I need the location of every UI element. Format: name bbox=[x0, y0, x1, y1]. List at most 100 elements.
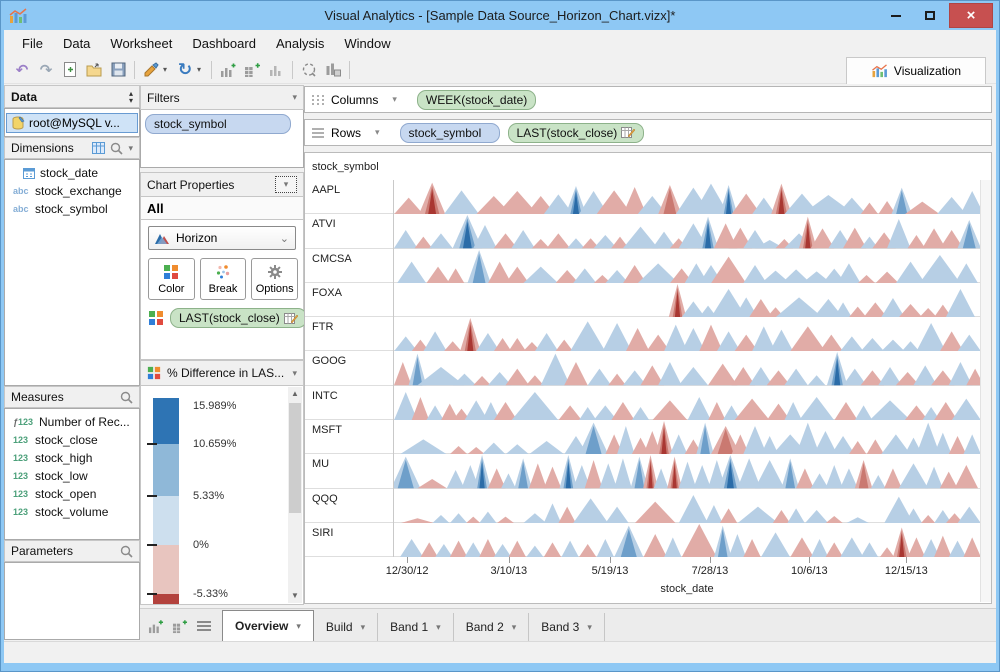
dimensions-caret-icon[interactable]: ▾ bbox=[128, 142, 133, 153]
row-plot-FTR[interactable] bbox=[393, 317, 981, 352]
row-label-FOXA[interactable]: FOXA bbox=[312, 286, 342, 299]
chart-type-select[interactable]: Horizon ⌄ bbox=[148, 226, 296, 250]
data-source-item[interactable]: root@MySQL v... bbox=[6, 112, 138, 133]
row-plot-GOOG[interactable] bbox=[393, 351, 981, 386]
row-label-FTR[interactable]: FTR bbox=[312, 321, 334, 334]
tab-band-1[interactable]: Band 1 ▾ bbox=[378, 613, 454, 641]
tab-caret-icon[interactable]: ▾ bbox=[296, 620, 301, 631]
measure-item[interactable]: 123 stock_high bbox=[5, 449, 139, 467]
band-tool-button[interactable] bbox=[321, 59, 345, 81]
dimensions-search-icon[interactable] bbox=[110, 142, 124, 155]
tab-build[interactable]: Build ▾ bbox=[314, 613, 379, 641]
dimension-item-stock_exchange[interactable]: abc stock_exchange bbox=[5, 182, 139, 200]
row-label-AAPL[interactable]: AAPL bbox=[312, 184, 341, 196]
measures-search-icon[interactable] bbox=[120, 391, 133, 404]
row-label-SIRI[interactable]: SIRI bbox=[312, 526, 334, 539]
formula-edit-icon[interactable] bbox=[283, 312, 298, 325]
new-chart-tab-icon[interactable] bbox=[148, 619, 164, 634]
columns-shelf: Columns ▾ WEEK(stock_date) bbox=[304, 86, 992, 113]
tab-caret-icon[interactable]: ▾ bbox=[587, 621, 592, 632]
new-file-button[interactable] bbox=[58, 59, 82, 81]
save-button[interactable] bbox=[106, 59, 130, 81]
color-button[interactable]: Color bbox=[148, 258, 195, 300]
redo-button[interactable]: ↷ bbox=[39, 61, 53, 79]
data-panel-collapse-icon[interactable]: ▴ ▾ bbox=[128, 88, 133, 105]
chart-vertical-scrollbar[interactable] bbox=[980, 180, 991, 602]
rows-caret-icon[interactable]: ▾ bbox=[375, 127, 380, 137]
legend-caret-icon[interactable]: ▾ bbox=[292, 367, 297, 378]
lasso-select-button[interactable] bbox=[297, 59, 321, 81]
add-chart-button[interactable] bbox=[216, 59, 240, 81]
row-plot-ATVI[interactable] bbox=[393, 214, 981, 249]
scroll-down-icon[interactable]: ▼ bbox=[291, 591, 299, 600]
scroll-up-icon[interactable]: ▲ bbox=[291, 389, 299, 398]
row-label-ATVI[interactable]: ATVI bbox=[312, 218, 336, 231]
maximize-button[interactable] bbox=[915, 5, 945, 27]
add-crosstab-button[interactable] bbox=[240, 59, 264, 81]
chart-properties-menu-button[interactable]: ▾ bbox=[275, 176, 297, 193]
legend-scrollbar[interactable]: ▲ ▼ bbox=[288, 387, 302, 603]
row-plot-AAPL[interactable] bbox=[393, 180, 981, 215]
new-crosstab-tab-icon[interactable] bbox=[172, 619, 188, 634]
row-label-MSFT[interactable]: MSFT bbox=[312, 424, 342, 437]
options-button[interactable]: Options bbox=[251, 258, 299, 300]
menu-data[interactable]: Data bbox=[62, 35, 91, 51]
menu-analysis[interactable]: Analysis bbox=[275, 35, 325, 51]
row-plot-SIRI[interactable] bbox=[393, 522, 981, 558]
row-plot-INTC[interactable] bbox=[393, 385, 981, 421]
row-label-GOOG[interactable]: GOOG bbox=[312, 355, 347, 368]
tab-caret-icon[interactable]: ▾ bbox=[360, 621, 366, 632]
dimension-item-stock_date[interactable]: stock_date bbox=[5, 164, 139, 182]
menu-dashboard[interactable]: Dashboard bbox=[192, 35, 256, 51]
measure-item[interactable]: 123 stock_close bbox=[5, 431, 139, 449]
row-plot-FOXA[interactable] bbox=[393, 282, 981, 318]
gear-icon bbox=[267, 264, 282, 279]
row-plot-CMCSA[interactable] bbox=[393, 248, 981, 283]
refresh-caret[interactable]: ▾ bbox=[197, 65, 202, 74]
shelf-pill-stock_symbol[interactable]: stock_symbol bbox=[399, 122, 500, 143]
open-file-button[interactable] bbox=[82, 59, 106, 81]
dimension-item-stock_symbol[interactable]: abc stock_symbol bbox=[5, 200, 139, 218]
tab-band-3[interactable]: Band 3 ▾ bbox=[529, 613, 605, 641]
shelf-pill-WEEKstock_date[interactable]: WEEK(stock_date) bbox=[416, 89, 537, 110]
undo-button[interactable]: ↶ bbox=[15, 61, 29, 79]
formula-edit-icon[interactable] bbox=[621, 126, 636, 139]
close-button[interactable]: × bbox=[949, 3, 993, 28]
color-button-label: Color bbox=[158, 282, 185, 295]
refresh-button[interactable]: ↻ bbox=[177, 59, 193, 79]
measure-item[interactable]: 123 stock_open bbox=[5, 485, 139, 503]
menu-file[interactable]: File bbox=[22, 35, 43, 51]
filter-pill-stock_symbol[interactable]: stock_symbol bbox=[145, 114, 291, 134]
legend-label: -5.33% bbox=[193, 588, 228, 600]
row-label-CMCSA[interactable]: CMCSA bbox=[312, 252, 352, 265]
measure-item[interactable]: ƒ123 Number of Rec... bbox=[5, 413, 139, 431]
menu-window[interactable]: Window bbox=[344, 35, 391, 51]
row-plot-MSFT[interactable] bbox=[393, 420, 981, 455]
format-brush-caret[interactable]: ▾ bbox=[163, 65, 168, 74]
tab-list-icon[interactable] bbox=[196, 620, 212, 633]
row-label-INTC[interactable]: INTC bbox=[312, 389, 338, 402]
tab-band-2[interactable]: Band 2 ▾ bbox=[454, 613, 530, 641]
break-button[interactable]: Break bbox=[199, 258, 247, 300]
tab-visualization[interactable]: Visualization bbox=[846, 57, 986, 84]
measure-item[interactable]: 123 stock_low bbox=[5, 467, 139, 485]
filters-caret-icon[interactable]: ▾ bbox=[292, 92, 297, 102]
columns-caret-icon[interactable]: ▾ bbox=[392, 94, 397, 104]
format-brush-button[interactable] bbox=[139, 59, 163, 81]
table-icon[interactable] bbox=[92, 142, 106, 154]
menu-worksheet[interactable]: Worksheet bbox=[110, 35, 173, 51]
parameters-search-icon[interactable] bbox=[120, 545, 133, 558]
color-field-pill[interactable]: LAST(stock_close) bbox=[170, 308, 307, 328]
row-plot-MU[interactable] bbox=[393, 454, 981, 489]
shelf-pill-LASTstock_close[interactable]: LAST(stock_close) bbox=[507, 122, 645, 143]
tab-overview[interactable]: Overview ▾ bbox=[222, 610, 314, 641]
measure-item[interactable]: 123 stock_volume bbox=[5, 503, 139, 521]
row-label-QQQ[interactable]: QQQ bbox=[312, 492, 338, 505]
tab-caret-icon[interactable]: ▾ bbox=[511, 621, 517, 632]
tab-caret-icon[interactable]: ▾ bbox=[436, 621, 441, 632]
row-plot-QQQ[interactable] bbox=[393, 488, 981, 523]
row-label-MU[interactable]: MU bbox=[312, 458, 330, 471]
minimize-button[interactable] bbox=[881, 5, 911, 27]
chart-style-button[interactable] bbox=[264, 59, 288, 81]
legend-scroll-thumb[interactable] bbox=[289, 403, 301, 513]
